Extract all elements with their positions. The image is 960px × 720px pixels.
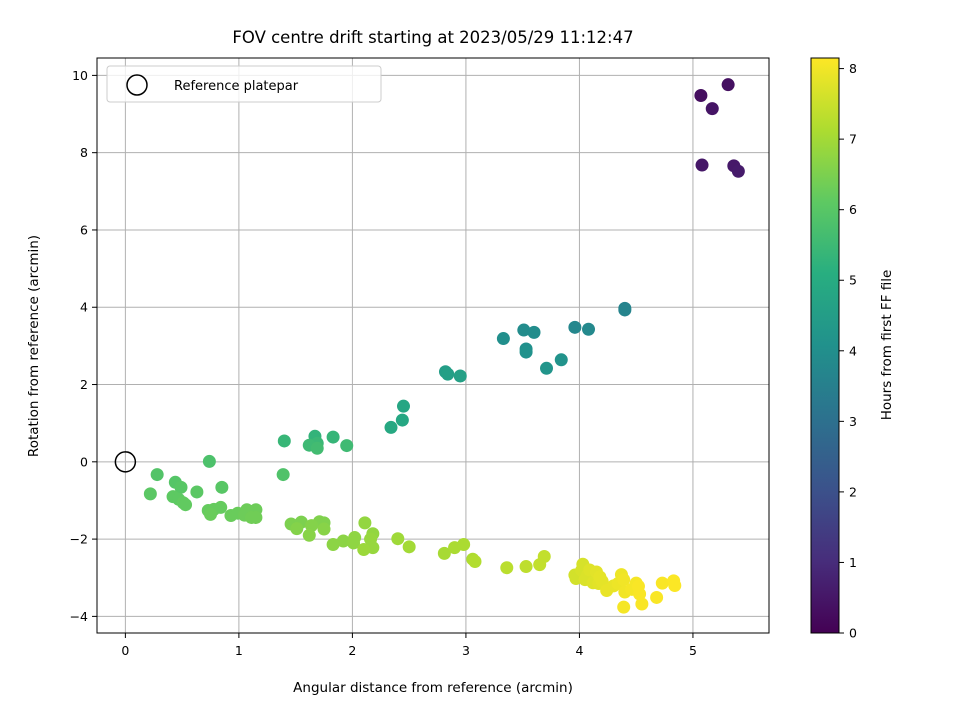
colorbar-tick-label: 6 <box>849 202 857 217</box>
y-tick-label: 10 <box>72 68 88 83</box>
data-point <box>468 555 482 569</box>
data-point <box>705 102 719 116</box>
colorbar-tick-label: 0 <box>849 626 857 641</box>
y-tick-label: 4 <box>80 300 88 315</box>
data-point <box>668 578 682 592</box>
data-point <box>204 507 218 521</box>
chart-title: FOV centre drift starting at 2023/05/29 … <box>232 28 633 47</box>
data-point <box>617 573 631 587</box>
data-point <box>695 158 709 172</box>
x-tick-label: 5 <box>689 643 697 658</box>
x-axis-ticks: 0 1 2 3 4 5 <box>121 633 697 658</box>
y-tick-label: −4 <box>70 609 88 624</box>
x-tick-label: 1 <box>235 643 243 658</box>
data-point <box>694 88 708 102</box>
data-point <box>500 561 514 575</box>
data-point <box>396 399 410 413</box>
data-point <box>326 430 340 444</box>
data-point <box>358 516 372 530</box>
data-point <box>290 522 304 536</box>
data-point <box>357 543 371 557</box>
reference-marker <box>114 451 137 473</box>
legend-marker-reference <box>126 74 148 96</box>
data-point <box>731 164 745 178</box>
data-point <box>179 498 193 512</box>
reference-point-marker <box>114 451 137 473</box>
x-tick-label: 0 <box>121 643 129 658</box>
data-point <box>402 540 416 554</box>
data-point <box>554 353 568 367</box>
colorbar-label: Hours from first FF file <box>879 270 895 421</box>
y-tick-label: 0 <box>80 454 88 469</box>
data-point <box>437 546 451 560</box>
data-point <box>635 597 649 611</box>
data-point <box>302 528 316 542</box>
data-point <box>527 325 541 339</box>
colorbar-ticks: 0 1 2 3 4 5 6 7 8 <box>839 61 857 641</box>
data-point <box>496 332 510 346</box>
data-point <box>441 367 455 381</box>
data-point <box>395 413 409 427</box>
plot-area-frame <box>96 57 770 634</box>
data-point <box>215 480 229 494</box>
data-point <box>276 468 290 482</box>
data-point <box>618 303 632 317</box>
legend: Reference platepar <box>106 65 382 103</box>
data-point <box>391 532 405 546</box>
data-point <box>190 485 204 499</box>
data-point <box>537 549 551 563</box>
data-point <box>517 323 531 337</box>
data-point <box>582 322 596 336</box>
x-axis-label: Angular distance from reference (arcmin) <box>293 680 573 696</box>
data-point <box>174 480 188 494</box>
data-point <box>721 78 735 92</box>
data-point <box>336 534 350 548</box>
legend-label-reference: Reference platepar <box>174 79 299 94</box>
data-point <box>540 361 554 375</box>
data-point <box>519 560 533 574</box>
data-points <box>143 78 745 614</box>
y-axis-label: Rotation from reference (arcmin) <box>26 235 42 457</box>
data-point <box>249 510 263 524</box>
grid-lines <box>97 58 769 633</box>
data-point <box>340 439 354 453</box>
data-point <box>326 538 340 552</box>
colorbar-tick-label: 1 <box>849 555 857 570</box>
y-tick-label: 6 <box>80 222 88 237</box>
y-tick-label: 2 <box>80 377 88 392</box>
data-point <box>310 441 324 455</box>
data-point <box>150 468 164 482</box>
legend-box <box>106 65 382 103</box>
y-tick-label: 8 <box>80 145 88 160</box>
data-point <box>617 600 631 614</box>
data-point <box>457 538 471 552</box>
colorbar-tick-label: 5 <box>849 273 857 288</box>
data-point <box>568 320 582 334</box>
colorbar-tick-label: 4 <box>849 343 857 358</box>
data-point <box>202 454 216 468</box>
colorbar-tick-label: 2 <box>849 484 857 499</box>
colorbar-tick-label: 8 <box>849 61 857 76</box>
data-point <box>317 522 331 536</box>
data-point <box>347 536 361 550</box>
y-axis-ticks: −4 −2 0 2 4 6 8 10 <box>70 68 97 624</box>
data-point <box>143 487 157 501</box>
data-point <box>519 345 533 359</box>
y-tick-label: −2 <box>70 532 88 547</box>
colorbar <box>810 57 840 634</box>
data-point <box>453 369 467 383</box>
data-point <box>277 434 291 448</box>
data-point <box>384 420 398 434</box>
colorbar-tick-label: 7 <box>849 132 857 147</box>
data-point <box>650 590 664 604</box>
x-tick-label: 3 <box>462 643 470 658</box>
colorbar-tick-label: 3 <box>849 414 857 429</box>
data-point <box>655 576 669 590</box>
x-tick-label: 2 <box>348 643 356 658</box>
data-point <box>633 587 647 601</box>
x-tick-label: 4 <box>575 643 583 658</box>
